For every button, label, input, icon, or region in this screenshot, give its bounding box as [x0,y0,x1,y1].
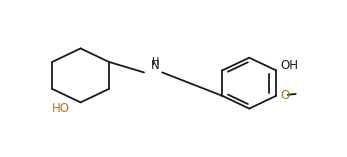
Text: O: O [280,89,289,102]
Text: OH: OH [280,59,298,72]
Text: HO: HO [52,102,70,115]
Text: H: H [152,57,159,67]
Text: N: N [151,59,160,72]
